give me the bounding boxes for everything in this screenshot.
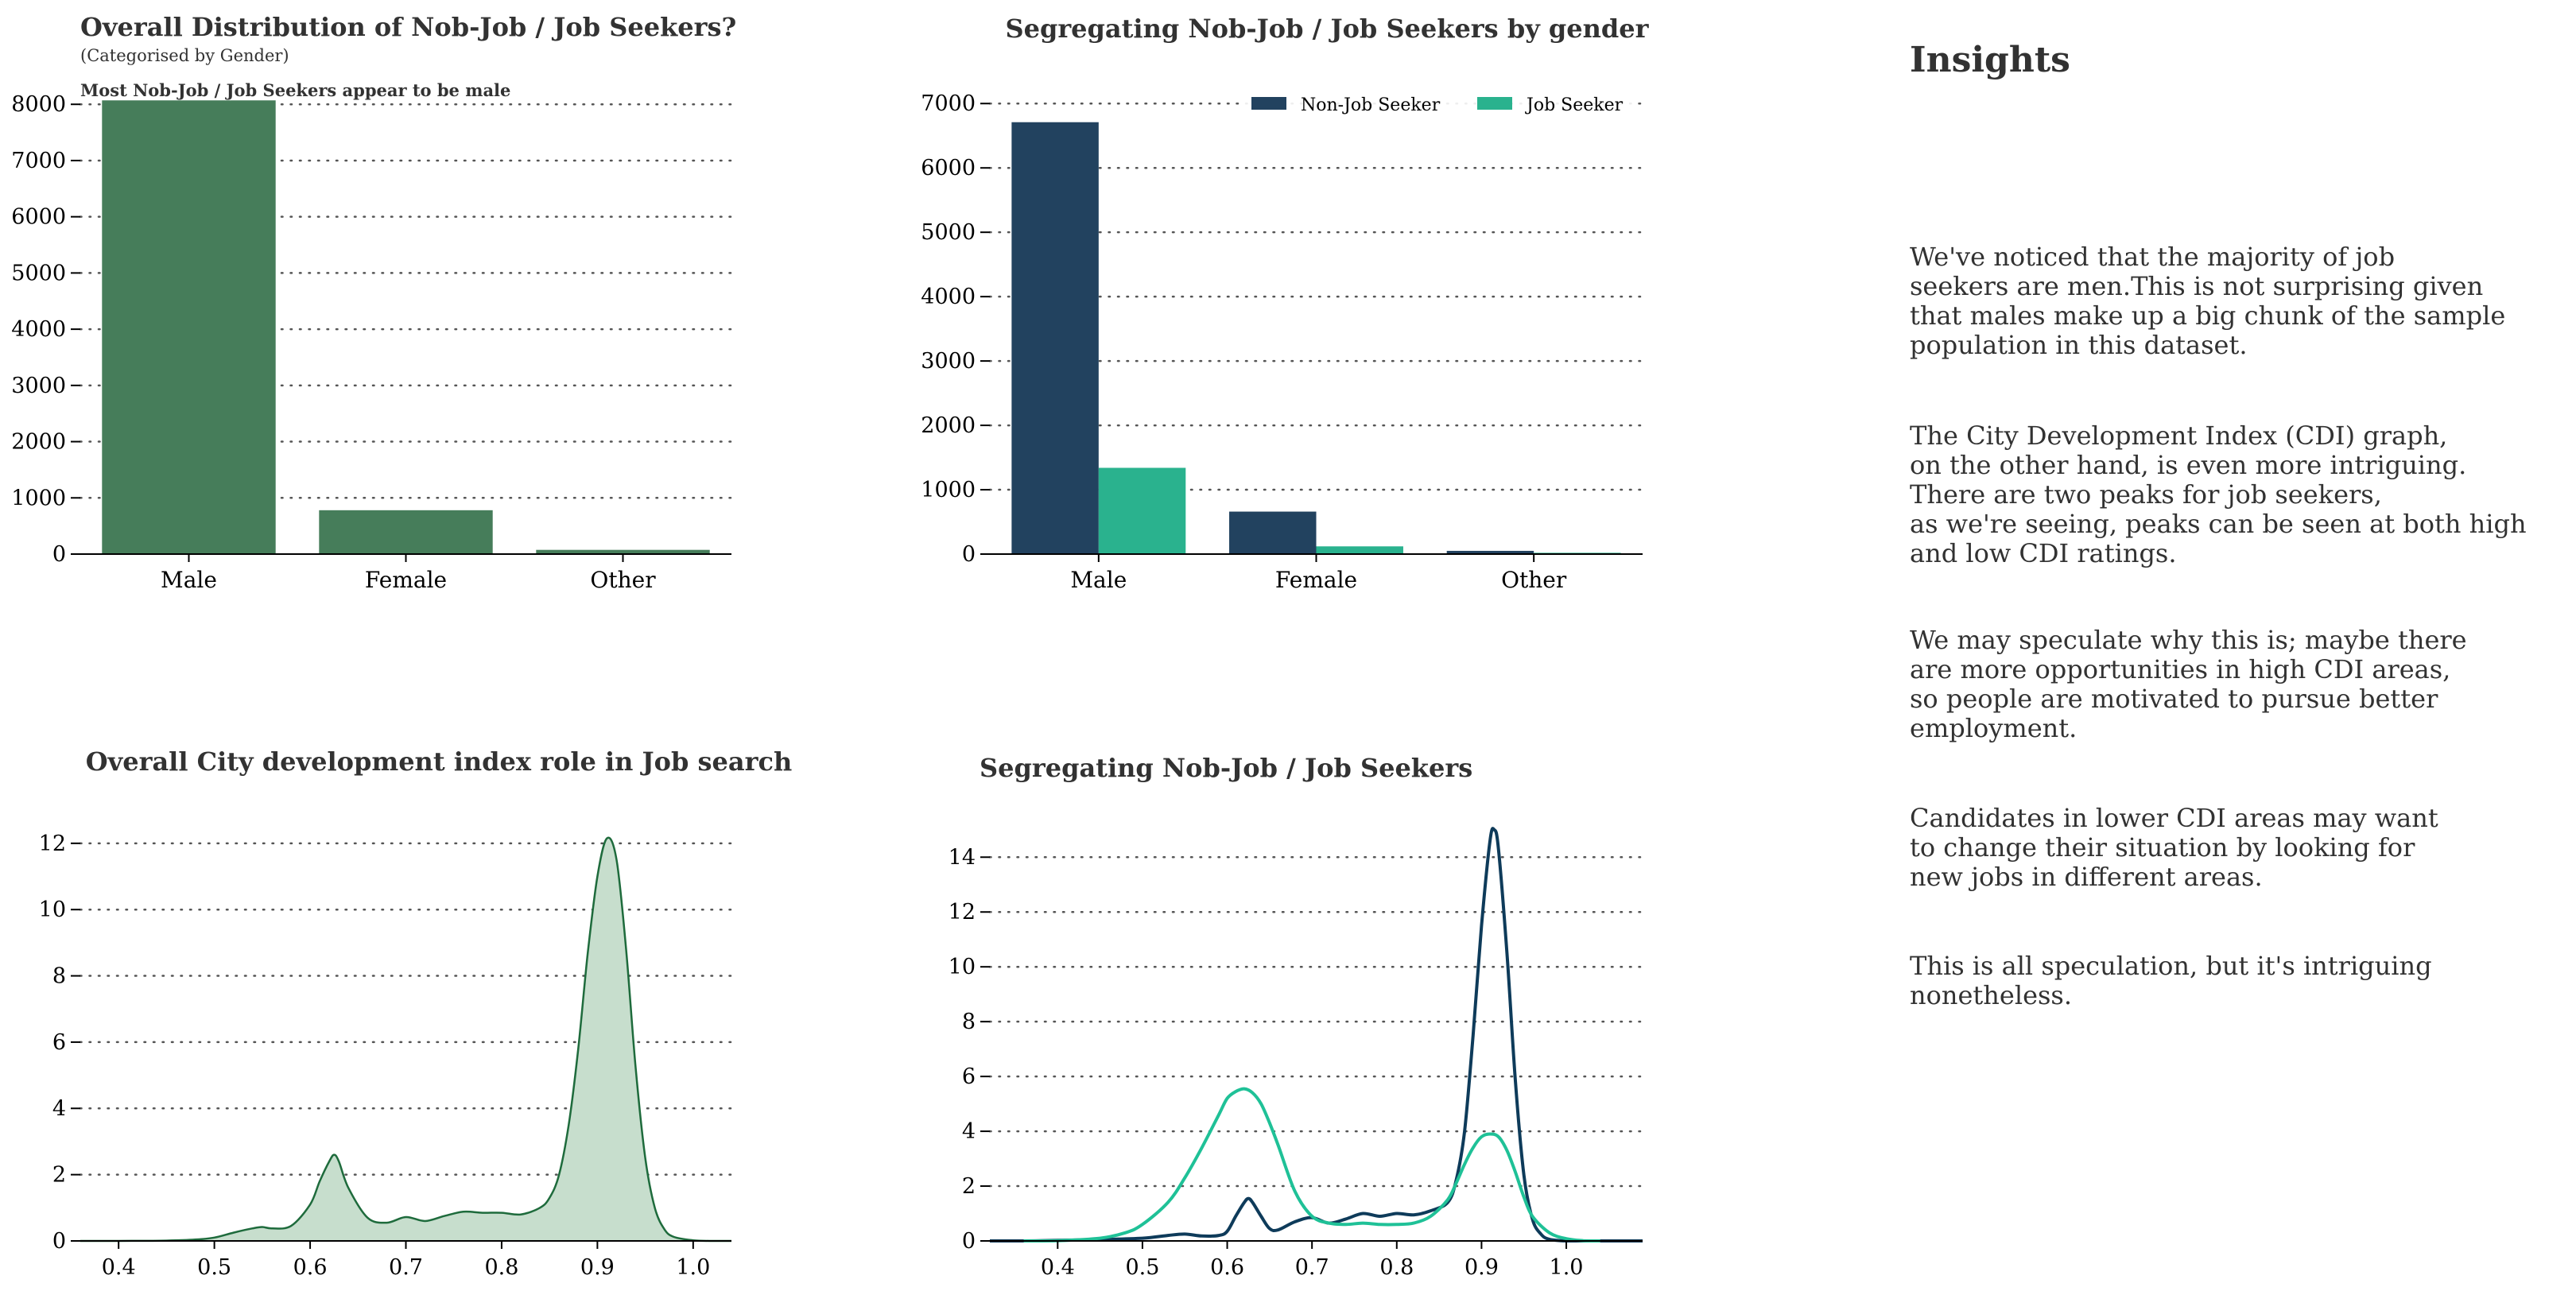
legend-box — [1242, 86, 1634, 119]
kde-area — [80, 837, 731, 1241]
chart1-title: Overall Distribution of Nob-Job / Job Se… — [80, 12, 736, 42]
bar — [319, 510, 493, 554]
chart-gender-segregation: Segregating Nob-Job / Job Seekers by gen… — [921, 14, 1649, 593]
x-tick-label: 0.7 — [1295, 1255, 1329, 1280]
legend-label-job-seeker: Job Seeker — [1525, 95, 1624, 115]
insight-paragraph-2: The City Development Index (CDI) graph, … — [1910, 421, 2527, 568]
x-tick-label: 0.8 — [1379, 1255, 1414, 1280]
y-tick-label: 2 — [962, 1174, 976, 1199]
y-tick-label: 7000 — [921, 91, 976, 116]
chart2-title: Segregating Nob-Job / Job Seekers by gen… — [1005, 14, 1649, 44]
legend-swatch-job-seeker — [1477, 97, 1512, 110]
insights-title: Insights — [1910, 40, 2070, 80]
kde-line-overall — [80, 836, 731, 1243]
y-tick-label: 3000 — [921, 349, 976, 374]
y-tick-label: 2000 — [11, 430, 66, 455]
chart4-title: Segregating Nob-Job / Job Seekers — [980, 753, 1472, 783]
insight-paragraph-4: Candidates in lower CDI areas may want t… — [1910, 803, 2438, 892]
y-tick-label: 7000 — [11, 149, 66, 173]
x-tick-label: 0.6 — [293, 1255, 328, 1280]
x-tick-label: Other — [590, 567, 656, 593]
chart3-title: Overall City development index role in J… — [86, 746, 793, 777]
y-tick-label: 14 — [949, 845, 976, 870]
y-tick-label: 0 — [962, 1229, 976, 1254]
x-tick-label: Female — [1275, 567, 1357, 593]
chart-overall-distribution: Overall Distribution of Nob-Job / Job Se… — [11, 12, 736, 593]
x-tick-label: 0.8 — [484, 1255, 518, 1280]
x-tick-label: Female — [365, 567, 447, 593]
insight-paragraph-5: This is all speculation, but it's intrig… — [1910, 951, 2432, 1010]
legend-label-non-job-seeker: Non-Job Seeker — [1301, 95, 1441, 115]
bar — [102, 100, 276, 555]
x-tick-label: 0.9 — [1465, 1255, 1499, 1280]
x-tick-label: Other — [1501, 567, 1567, 593]
y-tick-label: 10 — [39, 897, 66, 922]
y-tick-label: 4 — [52, 1096, 66, 1121]
y-tick-label: 2 — [52, 1163, 66, 1188]
x-tick-label: 0.4 — [102, 1255, 136, 1280]
x-tick-label: 0.5 — [1125, 1255, 1159, 1280]
y-tick-label: 0 — [962, 542, 976, 567]
bar — [1011, 122, 1099, 554]
chart-cdi-segregation: Segregating Nob-Job / Job Seekers 0 2 4 6 8 1… — [949, 753, 1644, 1280]
kde-line-job-seeker — [1023, 1087, 1600, 1243]
x-tick-label: 1.0 — [1550, 1255, 1584, 1280]
y-tick-label: 4000 — [921, 285, 976, 309]
y-tick-label: 1000 — [11, 486, 66, 510]
x-tick-label: Male — [1070, 567, 1127, 593]
x-tick-label: 1.0 — [676, 1255, 710, 1280]
chart2-legend: Non-Job Seeker Job Seeker — [1242, 86, 1634, 119]
x-tick-label: 0.9 — [580, 1255, 615, 1280]
x-tick-label: 0.4 — [1041, 1255, 1075, 1280]
chart-overall-cdi: Overall City development index role in J… — [39, 746, 793, 1280]
y-tick-label: 6 — [52, 1030, 66, 1055]
insight-paragraph-3: We may speculate why this is; maybe ther… — [1910, 625, 2467, 743]
x-tick-label: Male — [161, 567, 217, 593]
bar — [1446, 550, 1534, 554]
bar — [1316, 546, 1403, 554]
kde-line-non-job-seeker — [989, 827, 1643, 1243]
bar — [536, 549, 710, 554]
insight-paragraph-1: We've noticed that the majority of job s… — [1910, 242, 2506, 360]
y-tick-label: 12 — [949, 900, 976, 925]
y-tick-label: 8 — [52, 964, 66, 989]
chart1-subtitle: (Categorised by Gender) — [80, 46, 289, 65]
x-tick-label: 0.6 — [1210, 1255, 1244, 1280]
bar — [1229, 511, 1317, 554]
y-tick-label: 12 — [39, 832, 66, 856]
y-tick-label: 3000 — [11, 374, 66, 398]
y-tick-label: 0 — [52, 1229, 66, 1254]
y-tick-label: 6000 — [11, 205, 66, 230]
y-tick-label: 1000 — [921, 478, 976, 502]
y-tick-label: 6 — [962, 1064, 976, 1089]
y-tick-label: 8000 — [11, 92, 66, 117]
y-tick-label: 4 — [962, 1119, 976, 1144]
y-tick-label: 2000 — [921, 413, 976, 438]
y-tick-label: 4000 — [11, 317, 66, 342]
y-tick-label: 10 — [949, 955, 976, 979]
y-tick-label: 0 — [52, 542, 66, 567]
legend-swatch-non-job-seeker — [1251, 97, 1286, 110]
y-tick-label: 5000 — [11, 261, 66, 285]
bar — [1098, 467, 1186, 554]
y-tick-label: 8 — [962, 1010, 976, 1034]
chart1-annotation: Most Nob-Job / Job Seekers appear to be … — [80, 80, 510, 100]
x-tick-label: 0.5 — [197, 1255, 231, 1280]
x-tick-label: 0.7 — [389, 1255, 423, 1280]
y-tick-label: 5000 — [921, 220, 976, 245]
y-tick-label: 6000 — [921, 156, 976, 180]
